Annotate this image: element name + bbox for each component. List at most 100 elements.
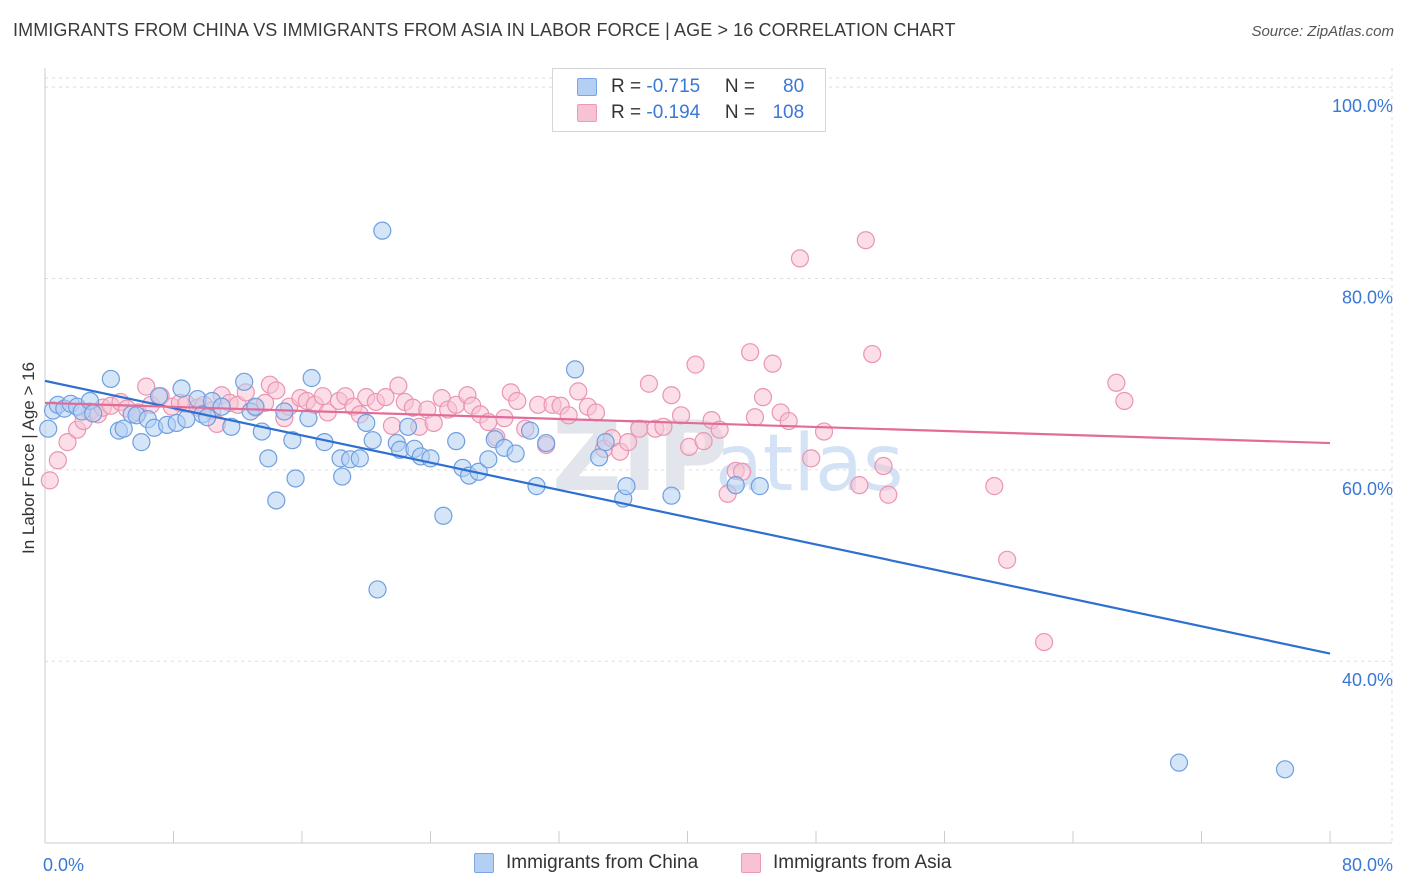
asia-point-92 bbox=[763, 354, 782, 373]
china-point-46 bbox=[368, 580, 387, 599]
china-point-66 bbox=[565, 360, 585, 379]
asia-r-label: R = bbox=[611, 102, 647, 123]
china-point-70 bbox=[617, 477, 636, 496]
china-point-37 bbox=[299, 409, 318, 428]
x-tick-label-start: 0.0% bbox=[43, 855, 84, 875]
china-point-38 bbox=[302, 368, 321, 388]
asia-point-82 bbox=[686, 355, 705, 374]
china-point-72 bbox=[726, 476, 745, 495]
asia-legend-swatch-icon bbox=[741, 853, 761, 873]
y-axis-label: In Labor Force | Age > 16 bbox=[19, 362, 38, 554]
asia-point-0 bbox=[40, 471, 59, 490]
asia-point-97 bbox=[814, 422, 834, 441]
china-point-71 bbox=[662, 486, 681, 505]
asia-point-35 bbox=[313, 387, 332, 406]
y-tick-label-40: 40.0% bbox=[1342, 670, 1393, 690]
asia-point-43 bbox=[376, 388, 395, 407]
china-point-75 bbox=[1275, 760, 1295, 779]
asia-point-99 bbox=[856, 231, 875, 250]
asia-point-107 bbox=[1115, 391, 1134, 411]
china-point-32 bbox=[259, 449, 278, 468]
china-point-63 bbox=[520, 421, 540, 440]
china-point-20 bbox=[172, 379, 191, 398]
china-point-26 bbox=[212, 397, 231, 416]
china-point-9 bbox=[101, 369, 120, 389]
asia-point-95 bbox=[790, 249, 810, 268]
asia-n-label: N = bbox=[724, 102, 761, 123]
china-point-36 bbox=[286, 469, 305, 488]
china-point-33 bbox=[267, 491, 286, 510]
asia-point-101 bbox=[874, 456, 893, 476]
asia-swatch-icon bbox=[577, 104, 597, 122]
asia-point-100 bbox=[863, 344, 882, 364]
y-tick-label-80: 80.0% bbox=[1342, 287, 1393, 307]
asia-series-name: Immigrants from Asia bbox=[773, 852, 952, 873]
china-point-35 bbox=[283, 431, 302, 450]
china-point-8 bbox=[84, 404, 103, 423]
china-point-45 bbox=[363, 431, 382, 450]
chart-title: IMMIGRANTS FROM CHINA VS IMMIGRANTS FROM… bbox=[13, 20, 956, 40]
asia-point-103 bbox=[985, 477, 1004, 496]
asia-point-12 bbox=[137, 377, 156, 396]
asia-n-value: 108 bbox=[772, 102, 805, 123]
china-point-47 bbox=[373, 221, 392, 240]
asia-point-102 bbox=[879, 485, 898, 504]
asia-point-68 bbox=[569, 382, 588, 401]
china-point-74 bbox=[1169, 753, 1189, 772]
china-legend-swatch-icon bbox=[474, 853, 494, 873]
asia-point-83 bbox=[694, 432, 713, 451]
asia-point-78 bbox=[654, 417, 673, 436]
asia-point-89 bbox=[741, 343, 760, 362]
asia-point-85 bbox=[710, 420, 729, 439]
asia-point-2 bbox=[58, 433, 77, 452]
china-point-14 bbox=[132, 433, 151, 452]
asia-point-45 bbox=[389, 376, 408, 395]
trend-lines bbox=[44, 379, 1331, 655]
china-point-27 bbox=[222, 417, 241, 436]
china-point-0 bbox=[39, 419, 58, 438]
china-trend-line bbox=[44, 379, 1331, 655]
asia-point-74 bbox=[618, 433, 638, 452]
china-swatch-icon bbox=[577, 78, 597, 96]
asia-point-76 bbox=[639, 374, 659, 393]
asia-point-106 bbox=[1107, 373, 1126, 392]
asia-point-96 bbox=[802, 449, 821, 468]
china-point-59 bbox=[479, 450, 498, 469]
asia-point-44 bbox=[382, 416, 402, 435]
tick-labels: 40.0% 60.0% 80.0% 100.0% 0.0% 80.0% bbox=[43, 96, 1393, 875]
china-point-41 bbox=[333, 467, 352, 486]
asia-point-1 bbox=[48, 451, 67, 470]
watermark-zip: ZIP bbox=[552, 401, 728, 513]
china-point-50 bbox=[398, 417, 418, 436]
china-points bbox=[39, 221, 1295, 779]
china-point-68 bbox=[596, 433, 615, 452]
china-point-28 bbox=[235, 372, 254, 391]
asia-point-70 bbox=[586, 403, 606, 422]
asia-trend-line bbox=[44, 401, 1331, 445]
asia-point-50 bbox=[424, 413, 443, 433]
y-tick-label-60: 60.0% bbox=[1342, 479, 1393, 499]
china-point-62 bbox=[506, 444, 525, 463]
asia-point-29 bbox=[267, 381, 286, 400]
china-point-67 bbox=[590, 448, 609, 467]
axes bbox=[44, 68, 1392, 844]
china-point-30 bbox=[246, 397, 265, 416]
asia-point-80 bbox=[671, 406, 691, 425]
china-point-54 bbox=[434, 506, 453, 525]
source-label: Source: ZipAtlas.com bbox=[1251, 23, 1394, 40]
china-point-55 bbox=[447, 432, 466, 451]
china-r-label: R = bbox=[611, 76, 647, 97]
asia-point-90 bbox=[745, 408, 765, 427]
china-point-65 bbox=[537, 433, 556, 453]
asia-point-104 bbox=[998, 550, 1017, 569]
china-r-value: -0.715 bbox=[646, 76, 701, 97]
china-point-11 bbox=[114, 419, 133, 438]
asia-r-value: -0.194 bbox=[646, 102, 701, 123]
china-point-73 bbox=[750, 477, 769, 496]
asia-point-105 bbox=[1034, 632, 1054, 652]
x-tick-label-end: 80.0% bbox=[1342, 855, 1393, 875]
china-point-17 bbox=[149, 387, 169, 406]
china-n-value: 80 bbox=[783, 76, 805, 97]
correlation-legend: R = -0.715 N = 80 R = -0.194 N = 108 bbox=[552, 68, 826, 132]
